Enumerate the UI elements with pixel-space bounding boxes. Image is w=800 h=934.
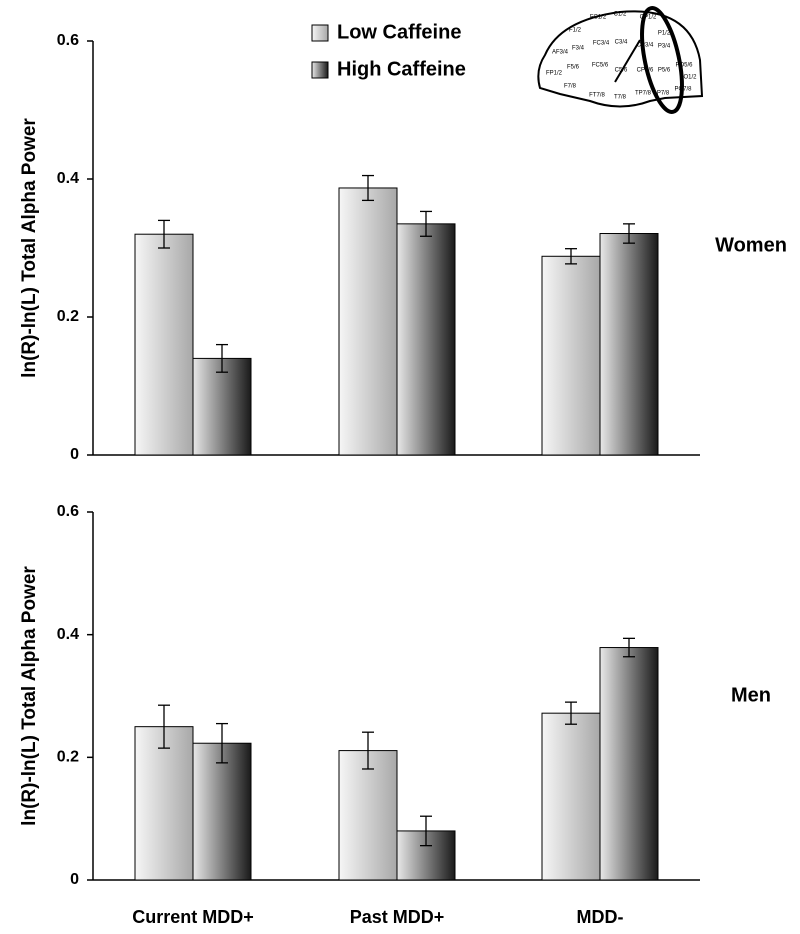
x-tick-label: Current MDD+: [132, 907, 254, 927]
error-bar: [158, 219, 170, 249]
electrode-label: CP1/2: [640, 15, 657, 21]
electrode-label: TP7/8: [635, 91, 652, 97]
x-tick-label: MDD-: [577, 907, 624, 927]
y-axis-label: ln(R)-ln(L) Total Alpha Power: [19, 566, 40, 826]
electrode-label: PO7/8: [674, 87, 692, 93]
electrode-label: C5/6: [615, 68, 628, 74]
y-tick-label: 0: [70, 871, 79, 888]
electrode-label: F5/6: [567, 65, 580, 71]
x-tick-label: Past MDD+: [350, 907, 445, 927]
electrode-label: FC1/2: [590, 15, 607, 21]
bar: [338, 187, 398, 456]
electrode-label: P3/4: [658, 44, 671, 50]
legend-swatch: [311, 24, 329, 42]
y-tick-label: 0.4: [57, 170, 79, 187]
bar: [541, 255, 601, 456]
electrode-label: C3/4: [615, 40, 628, 46]
error-bar: [565, 248, 577, 265]
y-tick-label: 0.6: [57, 32, 79, 49]
bar: [599, 233, 659, 456]
legend-label: Low Caffeine: [337, 21, 461, 43]
brain-sulcus: [614, 39, 641, 83]
bar: [338, 750, 398, 881]
region-oval: [640, 6, 684, 114]
electrode-label: C1/2: [614, 12, 627, 18]
bar: [192, 357, 252, 456]
error-bar: [623, 223, 635, 244]
electrode-label: F1/2: [569, 28, 582, 34]
error-bar: [158, 704, 170, 749]
electrode-label: FP1/2: [546, 71, 563, 77]
electrode-label: O1/2: [683, 75, 697, 81]
electrode-label: F3/4: [572, 46, 585, 52]
electrode-label: CP5/6: [637, 68, 654, 74]
bar: [134, 233, 194, 456]
bar: [134, 726, 194, 881]
brain-inset: [537, 6, 704, 114]
bar: [396, 223, 456, 456]
y-tick-label: 0: [70, 446, 79, 463]
legend-label: High Caffeine: [337, 58, 466, 80]
electrode-label: T7/8: [614, 95, 627, 101]
y-tick-label: 0.2: [57, 308, 79, 325]
y-axis-label: ln(R)-ln(L) Total Alpha Power: [19, 118, 40, 378]
bar: [599, 647, 659, 881]
electrode-label: P5/6: [658, 68, 671, 74]
electrode-label: FC5/6: [592, 63, 609, 69]
error-bar: [362, 731, 374, 770]
error-bar: [623, 637, 635, 658]
electrode-label: P1/2: [658, 31, 671, 37]
electrode-label: FC3/4: [593, 41, 610, 47]
error-bar: [362, 174, 374, 202]
error-bar: [216, 722, 228, 764]
error-bar: [420, 815, 432, 847]
electrode-label: PO5/6: [675, 63, 693, 69]
electrode-label: AF3/4: [552, 50, 569, 56]
bar: [541, 712, 601, 881]
bar: [192, 742, 252, 881]
electrode-label: F7/8: [564, 84, 577, 90]
panel-label: Men: [731, 684, 771, 706]
electrode-label: CP3/4: [637, 43, 654, 49]
y-tick-label: 0.4: [57, 626, 79, 643]
panel-label: Women: [715, 234, 787, 256]
error-bar: [565, 701, 577, 725]
error-bar: [216, 343, 228, 373]
y-tick-label: 0.6: [57, 503, 79, 520]
electrode-label: FT7/8: [589, 93, 605, 99]
legend-swatch: [311, 61, 329, 79]
electrode-label: P7/8: [657, 91, 670, 97]
y-tick-label: 0.2: [57, 749, 79, 766]
brain-outline: [537, 10, 704, 108]
error-bar: [420, 210, 432, 237]
